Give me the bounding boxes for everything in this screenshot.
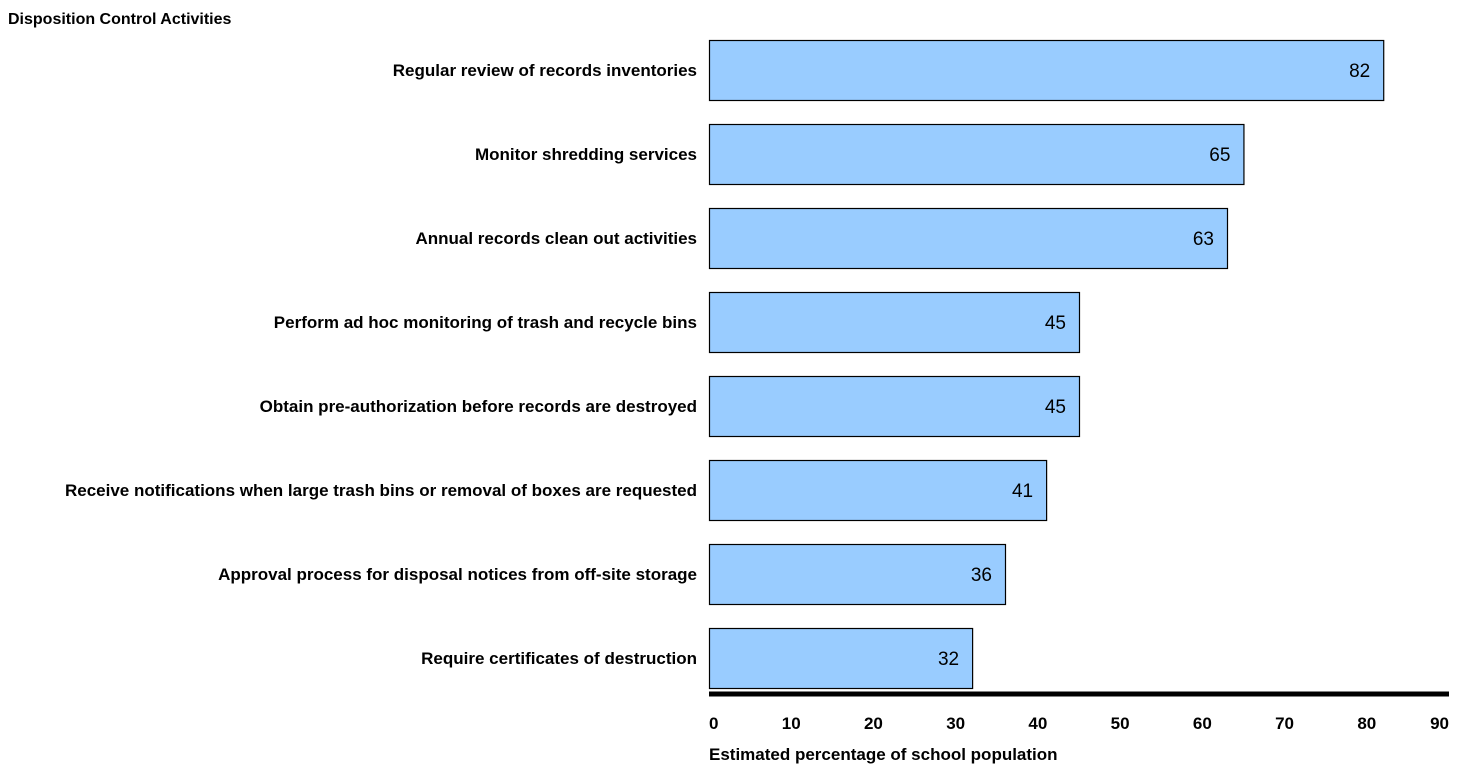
category-label: Receive notifications when large trash b…	[65, 481, 697, 500]
x-tick-label: 30	[946, 714, 965, 733]
category-labels: Regular review of records inventories Mon…	[65, 61, 697, 668]
value-label: 36	[971, 565, 992, 586]
category-label: Monitor shredding services	[475, 145, 697, 164]
bar	[708, 291, 1081, 354]
value-label: 63	[1193, 229, 1214, 250]
category-label: Annual records clean out activities	[415, 229, 697, 248]
bar	[708, 459, 1048, 522]
category-label: Perform ad hoc monitoring of trash and r…	[274, 313, 697, 332]
bar	[708, 543, 1007, 606]
value-label: 65	[1209, 145, 1230, 166]
value-label: 45	[1045, 313, 1066, 334]
x-tick-label: 70	[1275, 714, 1294, 733]
category-label: Approval process for disposal notices fr…	[218, 565, 697, 584]
x-tick-label: 10	[782, 714, 801, 733]
x-tick-label: 80	[1357, 714, 1376, 733]
x-tick-label: 60	[1193, 714, 1212, 733]
x-axis-title: Estimated percentage of school populatio…	[709, 745, 1058, 764]
value-label: 41	[1012, 481, 1033, 502]
bar	[708, 627, 974, 690]
value-labels: 82 65 63 45 45 41 36 32	[938, 61, 1370, 670]
category-label: Obtain pre-authorization before records …	[260, 397, 697, 416]
x-tick-label: 50	[1111, 714, 1130, 733]
value-label: 82	[1349, 61, 1370, 82]
bar	[708, 375, 1081, 438]
bars-layer	[708, 39, 1385, 690]
bar	[708, 39, 1385, 102]
value-label: 32	[938, 649, 959, 670]
x-tick-label: 0	[709, 714, 718, 733]
value-label: 45	[1045, 397, 1066, 418]
x-tick-label: 90	[1430, 714, 1449, 733]
x-tick-label: 20	[864, 714, 883, 733]
x-tick-label: 40	[1028, 714, 1047, 733]
category-label: Require certificates of destruction	[421, 649, 697, 668]
chart-title: Disposition Control Activities	[8, 11, 232, 28]
bar	[708, 123, 1245, 186]
bar	[708, 207, 1229, 270]
x-tick-labels: 0 10 20 30 40 50 60 70 80 90	[709, 714, 1449, 733]
category-label: Regular review of records inventories	[393, 61, 697, 80]
